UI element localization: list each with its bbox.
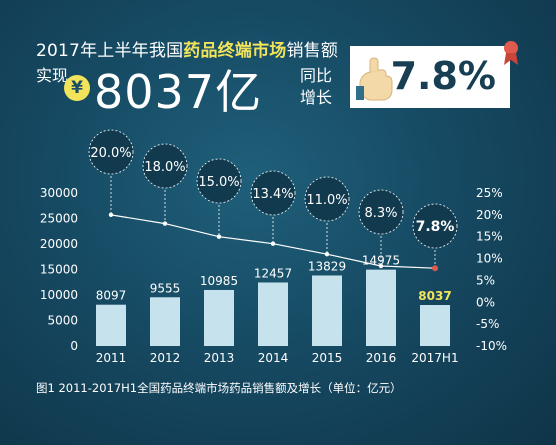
x-tick-label: 2011 <box>96 351 127 365</box>
growth-point <box>378 263 384 269</box>
left-tick-label: 15000 <box>40 263 78 277</box>
growth-bubble <box>412 203 458 249</box>
x-tick-label: 2014 <box>258 351 289 365</box>
left-tick-label: 10000 <box>40 288 78 302</box>
left-tick-label: 0 <box>70 339 78 353</box>
bar-value-label: 9555 <box>150 281 181 295</box>
bar-value-label: 13829 <box>308 259 346 273</box>
pointing-hand-icon <box>356 57 393 101</box>
growth-value: 7.8% <box>390 54 496 98</box>
yoy-label-line1: 同比 <box>300 66 333 85</box>
growth-bubble <box>250 170 296 216</box>
growth-bubble <box>88 129 134 175</box>
yen-icon: ¥ <box>64 75 90 101</box>
growth-point <box>108 212 114 218</box>
right-tick-label: 0% <box>476 295 495 309</box>
growth-bubble <box>196 158 242 204</box>
right-tick-label: 20% <box>476 208 503 222</box>
growth-label: 20.0% <box>90 146 131 161</box>
total-amount: 8037亿 <box>94 65 263 119</box>
right-tick-label: -10% <box>476 339 507 353</box>
right-tick-label: 5% <box>476 273 495 287</box>
bar-value-label: 12457 <box>254 266 292 280</box>
bar-value-label: 8037 <box>418 289 451 303</box>
right-tick-label: 15% <box>476 230 503 244</box>
bar-value-label: 10985 <box>200 274 238 288</box>
x-tick-label: 2017H1 <box>411 351 458 365</box>
right-tick-label: 25% <box>476 186 503 200</box>
right-tick-label: 10% <box>476 252 503 266</box>
bar <box>96 304 126 346</box>
growth-label: 11.0% <box>306 193 347 208</box>
growth-point <box>432 265 438 272</box>
x-tick-label: 2013 <box>204 351 235 365</box>
growth-label: 13.4% <box>252 187 293 202</box>
growth-bubble <box>358 189 404 235</box>
growth-label: 8.3% <box>364 206 397 221</box>
left-tick-label: 5000 <box>47 314 78 328</box>
headline-highlight: 药品终端市场 <box>183 41 287 61</box>
growth-point <box>162 221 168 226</box>
headline-prefix: 2017年上半年我国 <box>36 41 184 61</box>
x-tick-label: 2015 <box>312 351 343 365</box>
left-tick-label: 25000 <box>40 212 78 226</box>
growth-point <box>324 252 330 257</box>
headline: 2017年上半年我国药品终端市场销售额 <box>36 36 338 61</box>
growth-bubble <box>142 143 188 189</box>
growth-label: 7.8% <box>416 219 455 235</box>
right-tick-label: -5% <box>476 317 499 331</box>
bar <box>312 275 342 346</box>
growth-card: 7.8% <box>350 46 510 108</box>
growth-point <box>270 241 276 246</box>
headline-suffix: 销售额 <box>286 41 339 61</box>
bar-value-label: 8097 <box>96 289 127 303</box>
bar <box>366 269 396 346</box>
bar <box>420 305 450 346</box>
growth-bubble <box>304 176 350 222</box>
growth-label: 18.0% <box>144 160 185 175</box>
growth-label: 15.0% <box>198 175 239 190</box>
growth-point <box>216 234 222 239</box>
figure-caption: 图1 2011-2017H1全国药品终端市场药品销售额及增长（单位：亿元） <box>36 381 402 395</box>
left-tick-label: 30000 <box>40 186 78 200</box>
yoy-label-line2: 增长 <box>300 88 333 107</box>
ribbon-badge-icon <box>504 41 518 65</box>
left-tick-label: 20000 <box>40 237 78 251</box>
x-tick-label: 2016 <box>366 351 397 365</box>
bar <box>258 282 288 346</box>
bar <box>150 297 180 346</box>
realize-label: 实现 <box>36 66 69 85</box>
x-tick-label: 2012 <box>150 351 181 365</box>
bar <box>204 289 234 346</box>
